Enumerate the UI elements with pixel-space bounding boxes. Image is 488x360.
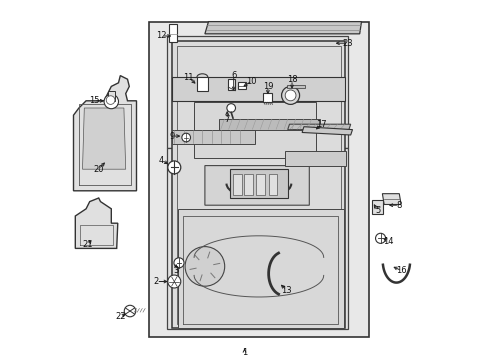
Polygon shape xyxy=(302,127,352,135)
FancyBboxPatch shape xyxy=(107,91,115,101)
Text: 20: 20 xyxy=(93,165,104,174)
FancyBboxPatch shape xyxy=(172,77,345,101)
FancyBboxPatch shape xyxy=(286,85,305,88)
Text: 4: 4 xyxy=(159,156,164,165)
Polygon shape xyxy=(75,198,118,248)
FancyBboxPatch shape xyxy=(256,174,264,195)
Text: 21: 21 xyxy=(82,240,93,249)
FancyBboxPatch shape xyxy=(219,119,320,130)
Polygon shape xyxy=(287,124,350,130)
Polygon shape xyxy=(82,108,125,169)
FancyBboxPatch shape xyxy=(284,151,346,166)
Circle shape xyxy=(104,94,118,109)
Text: 14: 14 xyxy=(383,237,393,246)
Polygon shape xyxy=(73,76,136,191)
Text: 16: 16 xyxy=(396,266,407,275)
Text: 8: 8 xyxy=(396,201,401,210)
FancyBboxPatch shape xyxy=(197,77,207,91)
Polygon shape xyxy=(167,36,347,148)
Circle shape xyxy=(124,305,136,317)
Text: 13: 13 xyxy=(281,286,291,294)
Text: 23: 23 xyxy=(342,39,353,48)
Circle shape xyxy=(167,161,181,174)
Text: 7: 7 xyxy=(224,115,229,124)
FancyBboxPatch shape xyxy=(232,174,241,195)
Circle shape xyxy=(375,233,385,243)
Polygon shape xyxy=(172,41,345,328)
Text: 3: 3 xyxy=(173,266,179,275)
FancyBboxPatch shape xyxy=(172,130,255,144)
Polygon shape xyxy=(204,22,361,34)
FancyBboxPatch shape xyxy=(371,200,382,214)
Circle shape xyxy=(182,133,190,142)
Circle shape xyxy=(226,104,235,112)
Circle shape xyxy=(174,258,183,268)
Polygon shape xyxy=(167,148,347,329)
Text: 11: 11 xyxy=(183,73,194,82)
Text: 10: 10 xyxy=(246,77,256,85)
FancyBboxPatch shape xyxy=(228,79,235,90)
Text: 17: 17 xyxy=(316,120,326,129)
Circle shape xyxy=(106,96,115,104)
Text: 6: 6 xyxy=(230,71,236,80)
Circle shape xyxy=(185,247,224,286)
FancyBboxPatch shape xyxy=(263,93,272,102)
FancyBboxPatch shape xyxy=(238,82,245,89)
Text: 18: 18 xyxy=(286,76,297,85)
Circle shape xyxy=(285,90,295,101)
Polygon shape xyxy=(194,102,316,158)
Text: 2: 2 xyxy=(153,277,159,286)
Text: 5: 5 xyxy=(374,206,380,215)
Text: 1: 1 xyxy=(242,348,246,357)
FancyBboxPatch shape xyxy=(268,174,277,195)
FancyBboxPatch shape xyxy=(168,24,177,42)
FancyBboxPatch shape xyxy=(149,22,368,337)
Polygon shape xyxy=(204,158,309,205)
Text: 9: 9 xyxy=(169,132,175,140)
Text: 15: 15 xyxy=(89,96,99,105)
Polygon shape xyxy=(178,209,343,328)
Circle shape xyxy=(281,86,299,104)
Circle shape xyxy=(167,275,181,288)
Text: 12: 12 xyxy=(156,31,166,40)
FancyBboxPatch shape xyxy=(244,174,253,195)
Polygon shape xyxy=(382,194,400,204)
Text: 22: 22 xyxy=(115,312,125,321)
FancyBboxPatch shape xyxy=(230,169,287,198)
Text: 19: 19 xyxy=(262,82,273,91)
